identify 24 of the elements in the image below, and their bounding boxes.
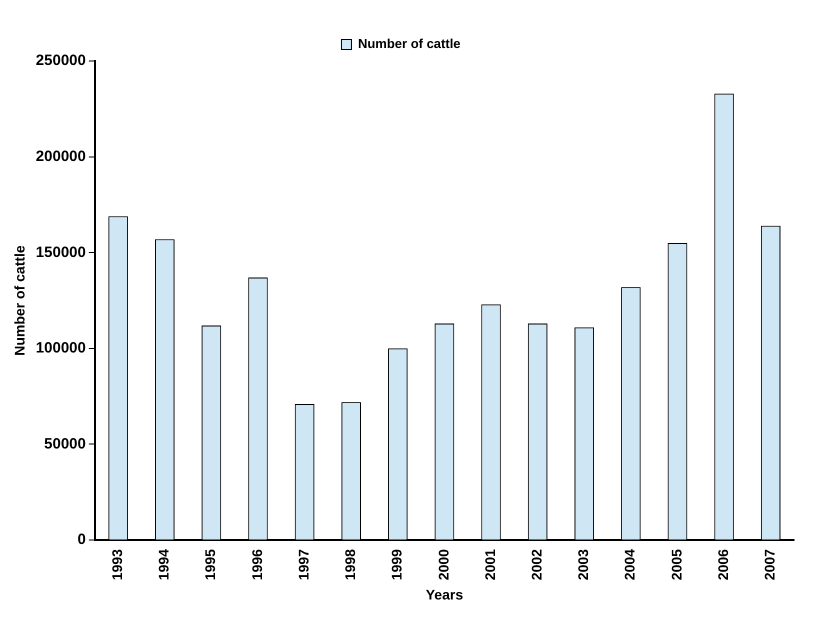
y-axis-title: Number of cattle — [11, 245, 28, 356]
x-tick-label: 1998 — [342, 548, 358, 580]
x-tick-label: 2003 — [575, 548, 592, 580]
x-tick-label: 2000 — [435, 548, 452, 580]
y-tick-label: 50000 — [44, 435, 86, 452]
x-tick-label: 2002 — [528, 548, 545, 580]
x-tick-label: 1999 — [388, 548, 405, 580]
x-tick-label: 1997 — [295, 548, 312, 580]
x-tick-label: 1996 — [248, 548, 265, 580]
y-tick-label: 0 — [78, 531, 86, 548]
x-tick-label: 1995 — [202, 548, 218, 580]
x-tick-label: 2006 — [714, 548, 731, 580]
x-tick-label: 1994 — [156, 548, 172, 580]
x-tick-label: 2004 — [622, 548, 638, 580]
x-tick-label: 1993 — [109, 548, 126, 580]
legend-label: Number of cattle — [358, 36, 461, 52]
y-tick-label: 200000 — [36, 148, 86, 165]
y-tick-label: 250000 — [36, 52, 86, 70]
x-tick-label: 2005 — [668, 548, 684, 580]
x-axis-title: Years — [426, 586, 464, 602]
x-tick-label: 2001 — [482, 548, 498, 580]
y-tick-label: 150000 — [36, 244, 86, 261]
y-tick-label: 100000 — [36, 340, 86, 357]
x-tick-label: 2007 — [762, 548, 778, 580]
